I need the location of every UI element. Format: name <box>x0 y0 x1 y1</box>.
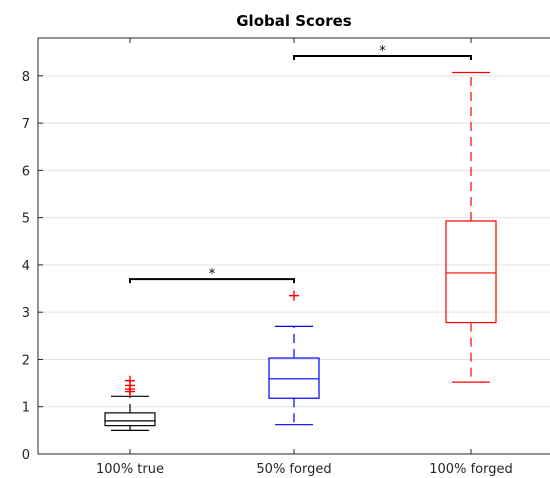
y-tick-label: 8 <box>22 70 30 85</box>
significance-bracket <box>129 278 295 284</box>
y-tick-label: 3 <box>22 306 30 321</box>
outlier-marker <box>289 290 299 301</box>
y-tick-label: 7 <box>22 117 30 132</box>
box <box>104 412 156 427</box>
x-tick-label: 50% forged <box>256 462 331 477</box>
box <box>445 220 497 324</box>
outlier-marker <box>125 375 135 386</box>
significance-star: * <box>209 267 216 282</box>
grid-lines <box>38 75 550 455</box>
significance-brackets: ** <box>129 44 472 284</box>
y-tick-label: 5 <box>22 212 30 227</box>
y-tick-label: 6 <box>22 164 30 179</box>
box-layer <box>104 71 497 431</box>
y-tick-label: 0 <box>22 448 30 463</box>
y-tick-label: 1 <box>22 401 30 416</box>
significance-star: * <box>379 44 386 59</box>
x-tick-label: 100% true <box>96 462 164 477</box>
y-tick-label: 4 <box>22 259 30 274</box>
chart-title: Global Scores <box>236 12 352 30</box>
box <box>268 357 320 399</box>
y-tick-label: 2 <box>22 353 30 368</box>
significance-bracket <box>293 54 472 60</box>
axes: 0 1 2 3 4 5 6 7 8 100% true 50% forged 100% forged <box>22 37 550 477</box>
x-tick-label: 100% forged <box>429 462 512 477</box>
